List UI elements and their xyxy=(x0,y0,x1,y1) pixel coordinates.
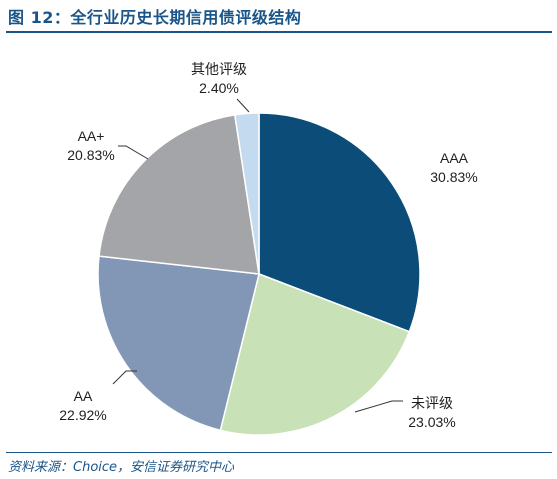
slice-value-label-1: 23.03% xyxy=(408,414,455,430)
slice-value-label-0: 30.83% xyxy=(430,169,477,185)
source-note: 资料来源：Choice，安信证券研究中心 xyxy=(8,460,235,475)
leader-line-1 xyxy=(354,400,403,413)
pie-slice-2 xyxy=(97,255,260,432)
title-rule xyxy=(6,31,552,33)
figure-title: 图 12：全行业历史长期信用债评级结构 xyxy=(8,8,302,27)
slice-label-0: AAA xyxy=(440,150,469,166)
slice-label-4: 其他评级 xyxy=(191,61,247,77)
slice-label-1: 未评级 xyxy=(411,395,453,411)
leader-line-4 xyxy=(236,98,250,113)
source-rule xyxy=(6,452,552,453)
pie-chart: AAA 30.83% 未评级 23.03% AA 22.92% AA+ 20.83% 其他评级 2… xyxy=(59,61,478,436)
slice-value-label-4: 2.40% xyxy=(199,80,239,96)
pie-slice-4 xyxy=(233,112,260,275)
slice-value-label-3: 20.83% xyxy=(67,147,114,163)
slice-label-2: AA xyxy=(74,388,93,404)
slice-label-3: AA+ xyxy=(78,128,105,144)
leader-line-3 xyxy=(118,145,149,160)
leader-line-2 xyxy=(112,370,137,385)
pie-slice-1 xyxy=(219,272,411,436)
slice-value-label-2: 22.92% xyxy=(59,407,106,423)
pie-slice-3 xyxy=(98,113,260,275)
pie-slice-0 xyxy=(258,112,421,333)
